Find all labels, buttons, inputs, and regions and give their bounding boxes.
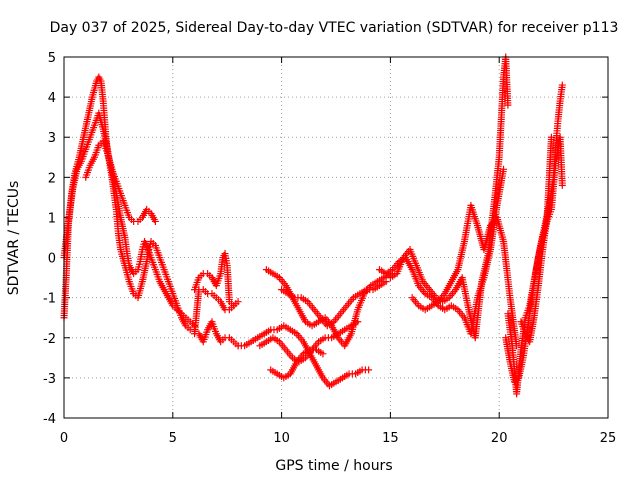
x-tick-label: 0 [60,431,68,446]
series-late-c [517,133,555,346]
data-point [319,350,327,358]
x-tick-label: 10 [273,431,290,446]
y-tick-labels: -4 -3 -2 -1 0 1 2 3 4 5 [43,51,56,427]
data-point [500,165,508,173]
y-tick-label: 4 [48,91,56,106]
x-axis-label: GPS time / hours [275,458,392,474]
axis-ticks [63,56,609,419]
data-point [365,366,373,374]
data-point [547,133,555,141]
y-tick-label: 5 [48,51,56,66]
x-tick-label: 25 [600,431,617,446]
plot-frame [63,56,609,419]
series-afternoon-b [386,53,512,342]
data-point [382,278,390,286]
series-early-trace-c [82,137,159,225]
data-point [504,101,512,109]
series-midday-d [278,278,390,330]
data-point [558,81,566,89]
series-afternoon-c [408,201,521,350]
data-markers [60,53,566,398]
y-tick-label: 2 [48,171,56,186]
y-tick-label: -2 [43,332,56,347]
y-axis-label: SDTVAR / TECUs [6,181,22,296]
chart-title: Day 037 of 2025, Sidereal Day-to-day VTE… [50,20,619,36]
series-midday-e [267,346,327,382]
y-tick-label: 0 [48,252,56,267]
y-tick-label: -1 [43,292,56,307]
x-tick-labels: 0 5 10 15 20 25 [60,431,616,446]
y-tick-label: 1 [48,211,56,226]
y-tick-label: -3 [43,372,56,387]
x-tick-label: 15 [382,431,399,446]
y-tick-label: -4 [43,412,56,427]
y-tick-label: 3 [48,131,56,146]
series-morning-loop [191,250,242,350]
grid-lines [64,57,608,418]
data-point [558,181,566,189]
data-point [151,217,159,225]
series-midday-c [262,266,394,350]
x-tick-label: 5 [169,431,177,446]
x-tick-label: 20 [491,431,508,446]
